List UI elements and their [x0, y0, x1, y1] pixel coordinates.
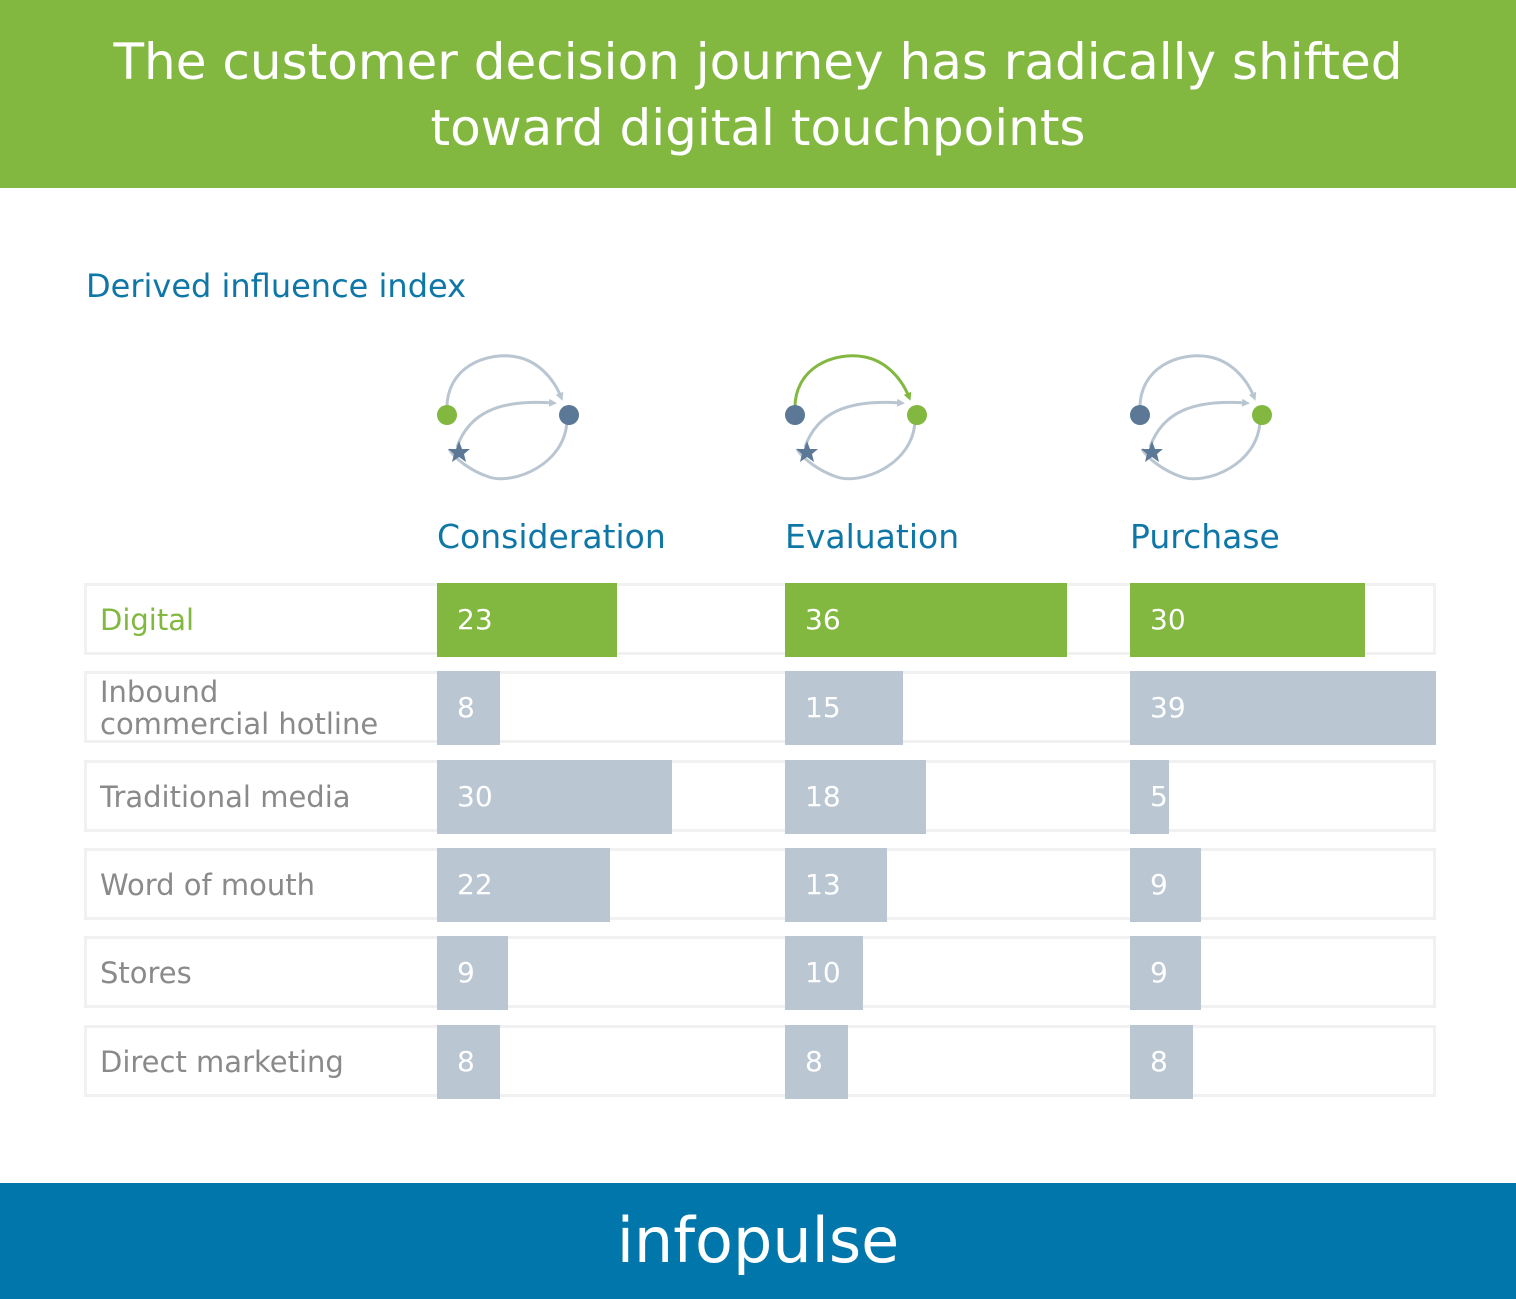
bar-value-label: 8 — [457, 1045, 475, 1078]
bar — [785, 1025, 848, 1099]
journey-top-arc — [445, 354, 564, 412]
bar — [1130, 1025, 1193, 1099]
bar — [785, 848, 887, 922]
footer-banner: infopulse — [0, 1183, 1516, 1299]
journey-bottom-arc — [1140, 420, 1262, 481]
bar — [437, 1025, 500, 1099]
row-label-line: Digital — [100, 603, 195, 637]
journey-bottom-arc — [447, 420, 569, 481]
journey-node-right — [1252, 405, 1272, 425]
stage-journey-icon — [785, 354, 927, 481]
bar — [437, 848, 610, 922]
page-title-line-1: The customer decision journey has radica… — [113, 33, 1403, 91]
bar — [437, 583, 617, 657]
bar — [1130, 848, 1201, 922]
row-label: Direct marketing — [100, 1046, 344, 1078]
stage-journey-icon — [437, 354, 579, 481]
bar — [1130, 936, 1201, 1010]
bar-value-label: 8 — [1150, 1045, 1168, 1078]
row-label-line: Stores — [100, 956, 192, 990]
stage-journey-icon — [1130, 354, 1272, 481]
row-label-line: Inbound — [100, 675, 219, 709]
bar-value-label: 9 — [457, 956, 475, 989]
bar — [785, 760, 926, 834]
bar — [1130, 671, 1436, 745]
journey-bottom-arc — [795, 420, 917, 481]
bar — [1130, 583, 1365, 657]
bar — [785, 936, 863, 1010]
row-label-line: Word of mouth — [100, 868, 316, 902]
bar — [437, 671, 500, 745]
infopulse-logo: infopulse — [616, 1204, 900, 1277]
bar-value-label: 8 — [805, 1045, 823, 1078]
row-label: Digital — [100, 604, 194, 636]
stage-header: Consideration — [437, 517, 666, 556]
journey-inner-arc — [1148, 398, 1250, 448]
bar-value-label: 39 — [1150, 691, 1186, 724]
journey-node-right — [559, 405, 579, 425]
row-label-line: Traditional media — [100, 780, 351, 814]
journey-node-left — [437, 405, 457, 425]
bar — [785, 583, 1067, 657]
row-label-line: Direct marketing — [100, 1045, 344, 1079]
bar — [437, 760, 672, 834]
chart-subtitle: Derived influence index — [86, 267, 467, 305]
row-label: Stores — [100, 957, 192, 989]
journey-top-arc — [1138, 354, 1257, 412]
bar — [437, 936, 508, 1010]
bar-value-label: 13 — [805, 868, 841, 901]
journey-node-left — [785, 405, 805, 425]
bar-value-label: 9 — [1150, 868, 1168, 901]
bar-value-label: 22 — [457, 868, 493, 901]
bar-value-label: 36 — [805, 603, 841, 636]
bar — [1130, 760, 1169, 834]
page-title-line-2: toward digital touchpoints — [430, 99, 1086, 157]
row-frame — [84, 1025, 1436, 1097]
bar-value-label: 23 — [457, 603, 493, 636]
row-label-line: commercial hotline — [100, 707, 379, 741]
bar-value-label: 15 — [805, 691, 841, 724]
star-icon — [448, 441, 470, 462]
journey-inner-arc — [455, 398, 557, 448]
journey-node-right — [907, 405, 927, 425]
row-frame — [84, 848, 1436, 920]
row-frame — [84, 583, 1436, 655]
bar — [785, 671, 903, 745]
row-label: Inbound commercial hotline — [100, 676, 378, 740]
journey-node-left — [1130, 405, 1150, 425]
star-icon — [1141, 441, 1163, 462]
journey-inner-arc — [803, 398, 905, 448]
bar-value-label: 10 — [805, 956, 841, 989]
stage-header: Purchase — [1130, 517, 1280, 556]
bar-value-label: 30 — [1150, 603, 1186, 636]
row-frame — [84, 936, 1436, 1008]
header-banner: The customer decision journey has radica… — [0, 0, 1516, 188]
bar-value-label: 8 — [457, 691, 475, 724]
bar-value-label: 5 — [1150, 780, 1168, 813]
journey-top-arc — [793, 354, 912, 412]
bar-value-label: 30 — [457, 780, 493, 813]
bar-value-label: 9 — [1150, 956, 1168, 989]
star-icon — [796, 441, 818, 462]
bar-value-label: 18 — [805, 780, 841, 813]
row-label: Word of mouth — [100, 869, 315, 901]
stage-header: Evaluation — [785, 517, 960, 556]
row-frame — [84, 760, 1436, 832]
row-label: Traditional media — [100, 781, 351, 813]
